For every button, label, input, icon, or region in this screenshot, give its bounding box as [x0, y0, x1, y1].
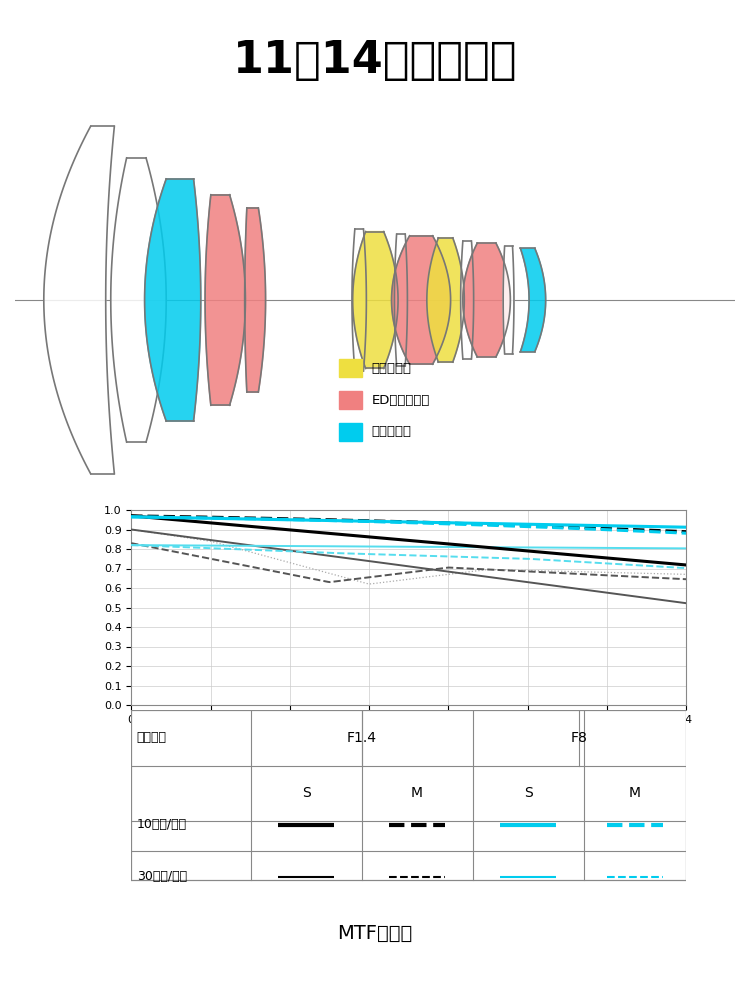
Polygon shape [352, 232, 398, 368]
Text: F1.4: F1.4 [346, 731, 376, 745]
Polygon shape [205, 195, 245, 405]
Polygon shape [394, 234, 407, 366]
Polygon shape [392, 236, 451, 364]
Text: F8: F8 [571, 731, 588, 745]
Polygon shape [244, 208, 266, 392]
Bar [339, 359, 362, 377]
Polygon shape [111, 158, 166, 442]
Polygon shape [520, 248, 546, 352]
Text: 高折射镜片: 高折射镜片 [371, 362, 412, 375]
Polygon shape [44, 126, 114, 474]
Polygon shape [463, 243, 510, 357]
FancyBboxPatch shape [131, 710, 686, 880]
Polygon shape [145, 179, 201, 421]
Polygon shape [352, 229, 366, 371]
Text: S: S [302, 786, 310, 800]
Text: MTF曲线图: MTF曲线图 [338, 924, 412, 943]
Text: M: M [411, 786, 423, 800]
Bar [339, 423, 362, 441]
Polygon shape [460, 241, 474, 359]
Text: M: M [629, 786, 641, 800]
Text: 10线对/毫米: 10线对/毫米 [136, 818, 187, 831]
Text: 11组14片光学结构: 11组14片光学结构 [232, 39, 518, 82]
Polygon shape [427, 238, 464, 362]
Text: 非球面镜片: 非球面镜片 [371, 425, 412, 438]
Bar [339, 391, 362, 409]
Text: ED低色散镜片: ED低色散镜片 [371, 393, 430, 406]
Polygon shape [503, 246, 514, 354]
Text: 空间频率: 空间频率 [136, 731, 166, 744]
Text: S: S [524, 786, 532, 800]
Text: 30线对/毫米: 30线对/毫米 [136, 870, 187, 883]
